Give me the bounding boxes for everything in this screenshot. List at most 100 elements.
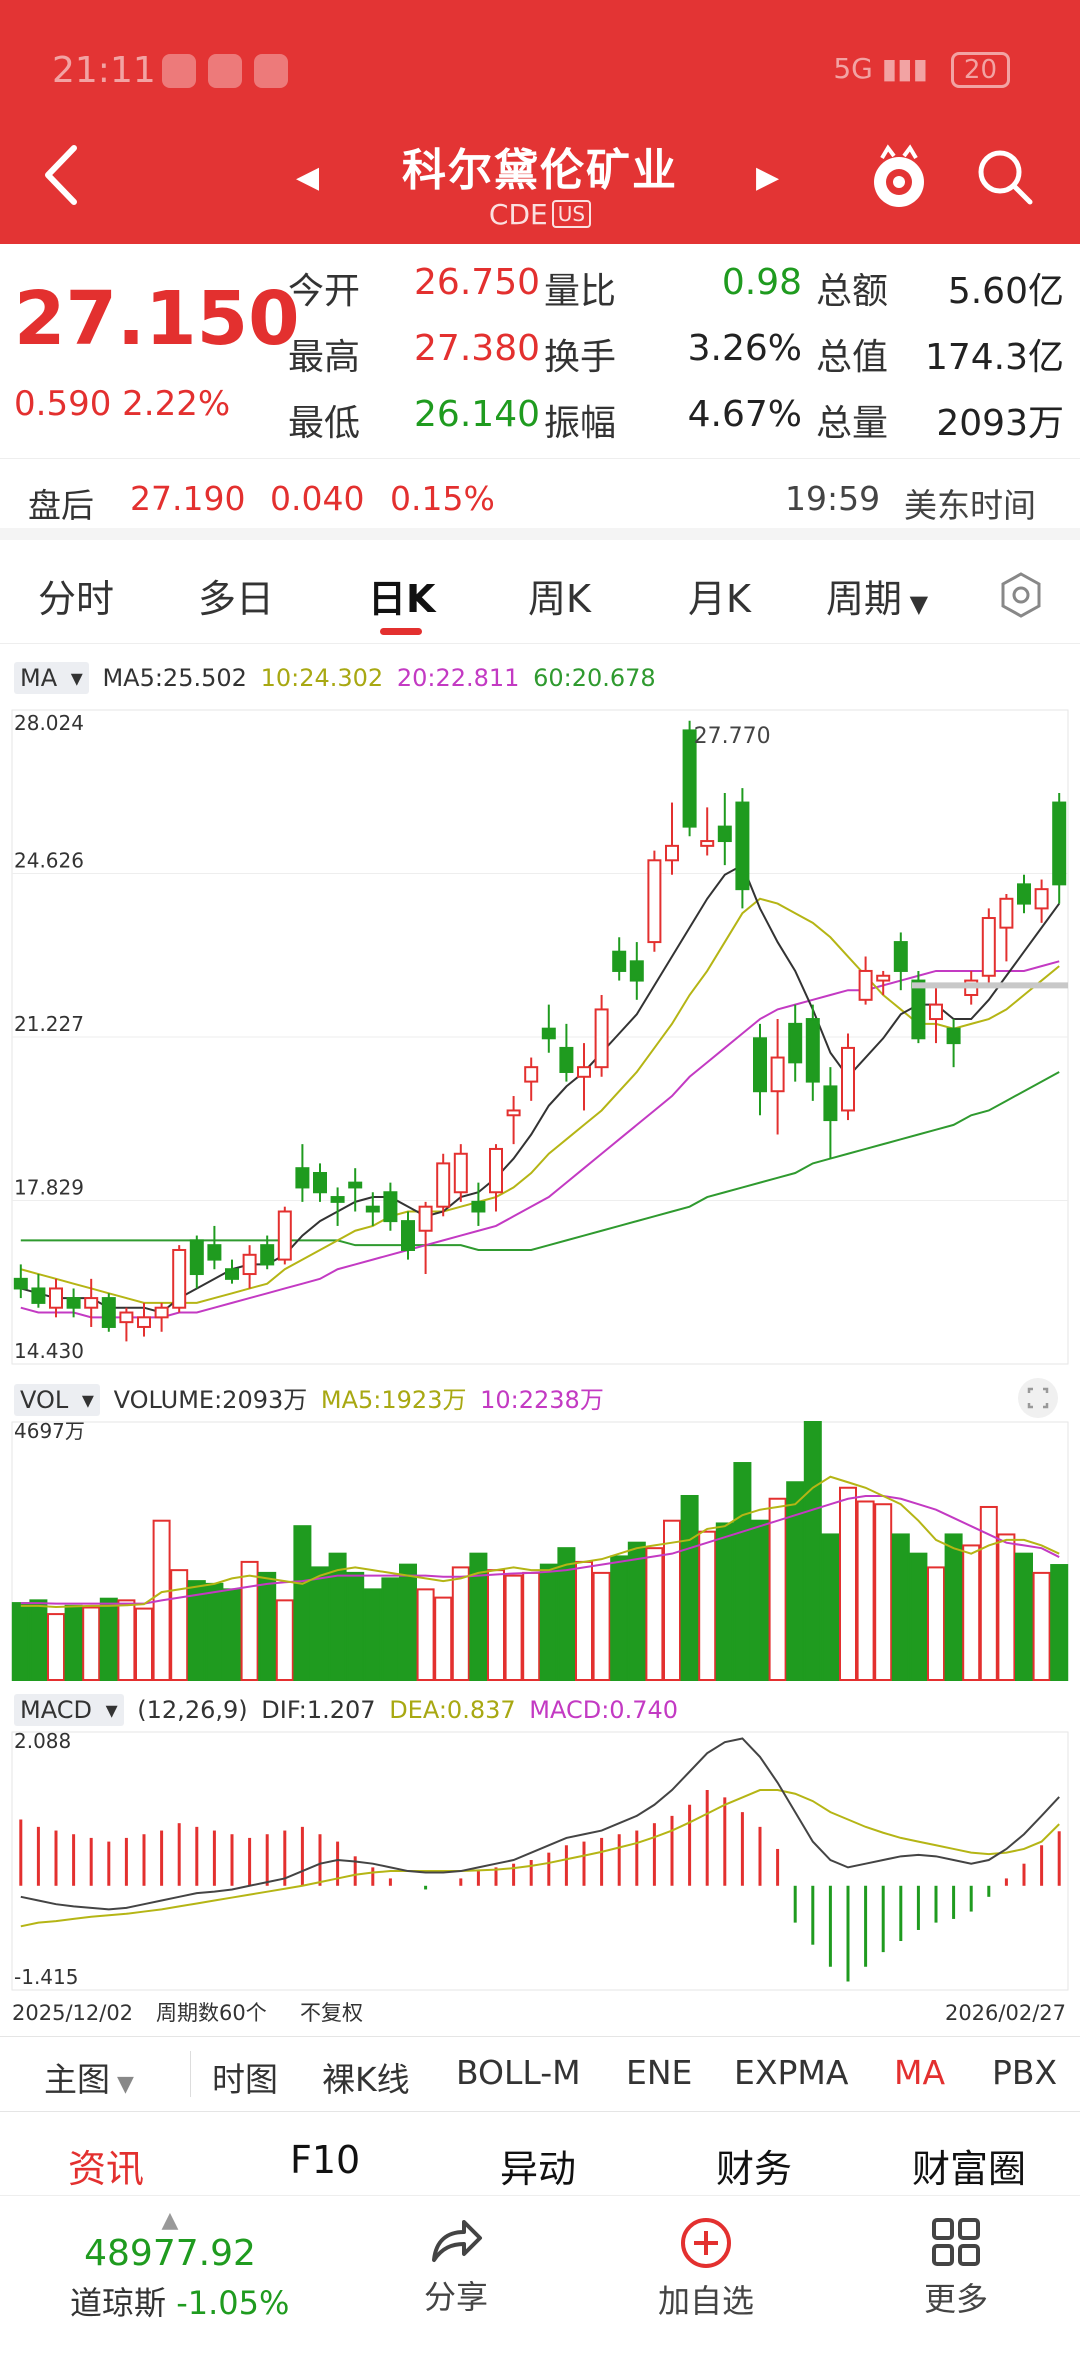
- signal-icon: ▮▮▮: [881, 52, 928, 85]
- stock-code: CDE: [488, 198, 548, 231]
- current-price: 27.150: [14, 276, 300, 362]
- candle-body: [629, 960, 644, 982]
- share-label: 分享: [423, 2278, 488, 2316]
- macd-tick-label: -1.415: [14, 1965, 78, 1989]
- stock-name: 科尔黛伦矿业: [402, 145, 678, 196]
- index-ticker[interactable]: ▲ 48977.92 道琼斯 -1.05%: [70, 2208, 289, 2324]
- back-button[interactable]: [36, 140, 86, 210]
- market-badge: US: [551, 200, 592, 228]
- candle-body: [841, 1046, 855, 1112]
- next-stock-button[interactable]: ▶: [756, 160, 780, 195]
- candle-body: [1052, 801, 1067, 886]
- tab-monthly-k[interactable]: 月K: [688, 577, 751, 621]
- settings-hexagon-icon[interactable]: [996, 570, 1046, 620]
- price-tick-label: 14.430: [14, 1339, 84, 1363]
- indicator-expma[interactable]: EXPMA: [734, 2053, 849, 2092]
- share-button[interactable]: 分享: [376, 2216, 536, 2318]
- indicator-ma[interactable]: MA: [894, 2053, 946, 2092]
- index-change: -1.05%: [176, 2284, 290, 2322]
- expand-icon[interactable]: [1016, 1376, 1060, 1420]
- tab-movement[interactable]: 异动: [500, 2147, 577, 2191]
- candle-body: [665, 844, 679, 862]
- kline-charts[interactable]: 28.024 24.626 21.227 17.829 14.430 27.770 4697…: [0, 0, 1080, 2036]
- indicator-boll-m[interactable]: BOLL-M: [456, 2053, 581, 2092]
- tab-f10[interactable]: F10: [290, 2138, 361, 2182]
- up-arrow-icon: ▲: [161, 2208, 179, 2233]
- candle-body: [1017, 883, 1031, 905]
- candle-body: [277, 1210, 292, 1261]
- tab-intraday[interactable]: 分时: [38, 577, 115, 621]
- chat-app-icon: [254, 54, 288, 88]
- volume-bar: [803, 1421, 822, 1681]
- more-button[interactable]: 更多: [876, 2216, 1036, 2320]
- high-price-label: 27.770: [694, 724, 771, 749]
- candle-body: [876, 974, 891, 982]
- ma60-line: [20, 1071, 1060, 1251]
- change-value: 0.590: [14, 384, 112, 424]
- volume-bar: [187, 1580, 206, 1682]
- volume-bar: [223, 1588, 241, 1681]
- quote-label: 最低: [288, 403, 361, 444]
- tab-multi-day[interactable]: 多日: [198, 577, 275, 621]
- share-icon: [432, 2220, 482, 2262]
- volume-bar: [768, 1497, 787, 1681]
- candle-body: [858, 969, 873, 1001]
- prev-stock-button[interactable]: ◀: [296, 160, 320, 195]
- macd-indicator-select[interactable]: MACD ▾: [14, 1694, 124, 1726]
- indicator-pbx[interactable]: PBX: [992, 2053, 1058, 2092]
- candle-body: [84, 1297, 99, 1309]
- tab-wealth-circle[interactable]: 财富圈: [912, 2147, 1027, 2191]
- after-hours-change: 0.040: [270, 479, 365, 518]
- volume-value: VOLUME:2093万: [113, 1386, 308, 1414]
- macd-legend: MACD ▾ (12,26,9) DIF:1.207 DEA:0.837 MAC…: [14, 1694, 684, 1726]
- volume-bar: [944, 1533, 963, 1681]
- quote-label: 量比: [544, 271, 617, 312]
- vol-indicator-select[interactable]: VOL ▾: [14, 1384, 100, 1416]
- vol-ma10-value: 10:2238万: [480, 1386, 604, 1414]
- ma-indicator-select[interactable]: MA ▾: [14, 662, 89, 694]
- ma60-value: 60:20.678: [533, 664, 656, 692]
- tab-daily-k[interactable]: 日K: [368, 577, 436, 621]
- tab-weekly-k[interactable]: 周K: [528, 577, 591, 621]
- candle-body: [489, 1147, 503, 1194]
- after-hours-pct: 0.15%: [390, 479, 495, 518]
- quote-label: 总量: [816, 403, 889, 444]
- more-label: 更多: [923, 2280, 988, 2318]
- candle-body: [365, 1205, 380, 1213]
- candle-body: [559, 1046, 574, 1073]
- candle-body: [893, 941, 908, 972]
- tab-news[interactable]: 资讯: [68, 2147, 145, 2191]
- macd-tick-label: 2.088: [14, 1729, 71, 1753]
- price-tick-label: 21.227: [14, 1012, 84, 1036]
- current-price-marker: [912, 982, 1068, 989]
- indicator-time-chart[interactable]: 时图: [212, 2060, 278, 2099]
- add-circle-icon: [681, 2218, 731, 2268]
- main-chart-select[interactable]: 主图 ▼: [44, 2053, 134, 2101]
- candle-body: [612, 950, 627, 972]
- candle-body: [506, 1109, 521, 1117]
- search-icon[interactable]: [974, 146, 1036, 208]
- candle-body: [577, 1066, 591, 1078]
- tab-period[interactable]: 周期 ▼: [826, 568, 928, 623]
- volume-bar: [416, 1588, 435, 1681]
- vol-ma5-line: [20, 1475, 1060, 1608]
- candle-body: [418, 1205, 433, 1232]
- indicator-bare-k[interactable]: 裸K线: [322, 2060, 410, 2099]
- index-name: 道琼斯: [70, 2284, 167, 2322]
- add-watchlist-button[interactable]: 加自选: [626, 2216, 786, 2322]
- volume-bar: [856, 1500, 875, 1682]
- quote-value: 26.750: [414, 262, 540, 303]
- ma5-value: MA5:25.502: [102, 664, 247, 692]
- volume-bar: [645, 1547, 664, 1681]
- volume-bar: [293, 1525, 312, 1681]
- candle-body: [805, 1018, 820, 1083]
- mascot-icon[interactable]: [868, 144, 930, 210]
- tab-finance[interactable]: 财务: [716, 2147, 793, 2191]
- volume-bar: [1050, 1564, 1069, 1682]
- volume-bar: [135, 1607, 153, 1682]
- volume-bar: [82, 1606, 101, 1681]
- weibo-app-icon: [208, 54, 242, 88]
- info-tabs: 资讯 F10 异动 财务 财富圈: [0, 2124, 1080, 2196]
- indicator-ene[interactable]: ENE: [626, 2053, 693, 2092]
- quote-value: 27.380: [414, 328, 540, 369]
